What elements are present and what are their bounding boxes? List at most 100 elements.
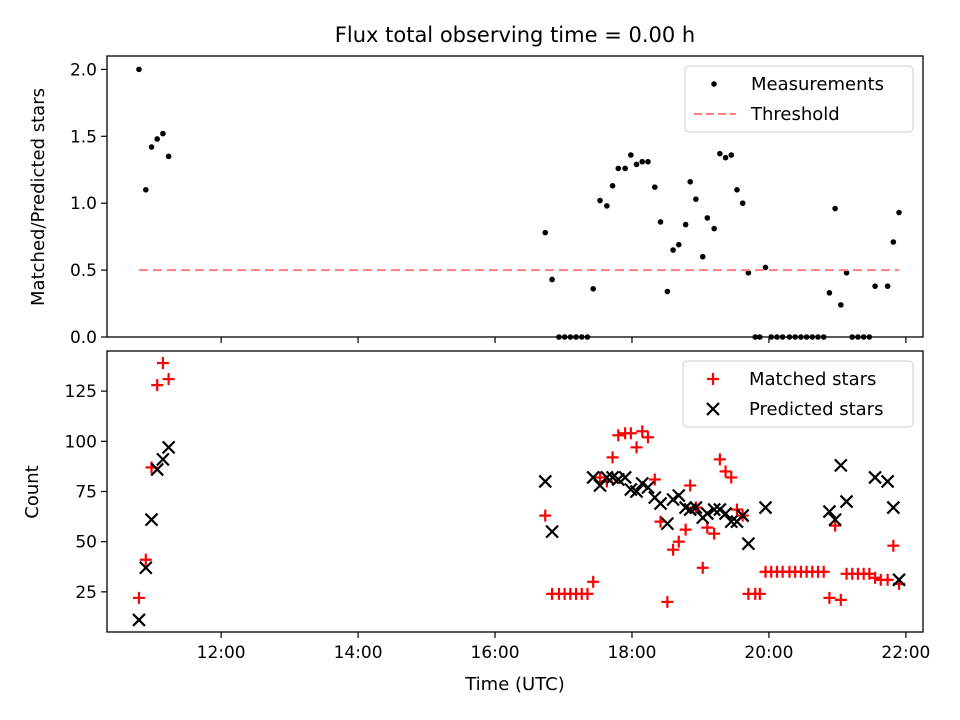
top-chart-title: Flux total observing time = 0.00 h <box>335 23 695 47</box>
matched-star-point <box>887 539 900 552</box>
measurement-point <box>597 197 603 204</box>
measurement-point <box>711 225 717 232</box>
matched-star-point <box>713 453 726 466</box>
measurement-point <box>884 283 891 289</box>
predicted-star-point <box>724 514 739 529</box>
predicted-star-point <box>144 512 159 527</box>
y-tick-label: 0.0 <box>70 328 97 348</box>
legend-threshold-label: Threshold <box>750 104 840 125</box>
x-tick-label: 14:00 <box>334 643 383 663</box>
predicted-star-point <box>689 500 703 515</box>
y-tick-label: 1.5 <box>70 127 97 147</box>
measurement-point <box>728 152 735 158</box>
top-y-ticks: 0.0 0.5 1.0 1.5 2.0 <box>70 60 107 348</box>
measurement-point <box>687 178 693 185</box>
measurement-point <box>890 239 897 245</box>
top-legend: Measurements Threshold <box>684 65 914 133</box>
matched-star-point <box>881 573 894 586</box>
y-tick-label: 100 <box>65 432 97 452</box>
measurement-point <box>645 158 651 165</box>
measurement-point <box>136 66 142 73</box>
measurement-point <box>160 130 166 137</box>
predicted-star-point <box>671 488 686 503</box>
measurement-point <box>652 184 658 190</box>
measurement-point <box>832 205 838 212</box>
matched-star-point <box>823 591 836 604</box>
measurement-point <box>826 290 833 296</box>
x-tick-label: 22:00 <box>881 643 930 663</box>
matched-star-point <box>719 465 732 478</box>
measurement-point <box>682 221 689 228</box>
predicted-star-point <box>600 470 614 485</box>
matched-star-point <box>630 441 643 454</box>
matched-star-point <box>753 587 766 600</box>
matched-star-point <box>636 425 649 438</box>
y-tick-label: 2.0 <box>70 60 97 80</box>
measurement-point <box>615 165 622 172</box>
predicted-star-point <box>880 474 895 489</box>
top-panel: 0.00.51.01.52.0 Matched/Predicted stars … <box>28 55 924 348</box>
bottom-legend: Matched stars Predicted stars <box>682 360 914 428</box>
top-axes-frame <box>106 55 924 338</box>
predicted-star-point <box>618 470 632 485</box>
x-tick-label: 16:00 <box>471 643 520 663</box>
matched-star-point <box>624 427 637 440</box>
legend-matched-marker <box>707 373 719 385</box>
bottom-plot-area <box>132 357 906 627</box>
predicted-star-point <box>629 484 644 499</box>
matched-star-point <box>606 451 619 464</box>
matched-star-point <box>869 571 882 584</box>
matched-star-point <box>156 357 169 370</box>
predicted-star-point <box>718 506 733 521</box>
measurement-point <box>590 286 596 292</box>
predicted-star-point <box>700 506 715 521</box>
predicted-star-point <box>892 573 906 587</box>
matched-star-point <box>648 473 661 486</box>
measurement-point <box>722 154 729 161</box>
measurement-point <box>675 241 682 248</box>
measurement-point <box>165 153 172 160</box>
predicted-star-point <box>545 524 559 539</box>
measurement-point <box>639 158 646 165</box>
measurement-point <box>542 229 549 236</box>
matched-star-point <box>679 523 692 536</box>
measurement-point <box>143 187 149 193</box>
matched-star-point <box>817 565 830 578</box>
predicted-star-point <box>822 504 837 519</box>
measurement-point <box>896 209 902 216</box>
top-legend-box <box>684 65 914 133</box>
measurement-point <box>843 269 850 276</box>
measurement-point <box>699 253 706 260</box>
predicted-star-point <box>828 512 842 527</box>
predicted-star-point <box>132 613 146 627</box>
bottom-legend-box <box>682 360 914 428</box>
bottom-x-ticks: 12:00 14:00 16:00 18:00 20:00 22:00 <box>197 632 930 663</box>
matched-star-point <box>661 595 674 608</box>
predicted-star-point <box>868 470 882 485</box>
predicted-star-point <box>538 474 553 489</box>
bottom-x-axis-label: Time (UTC) <box>464 674 565 695</box>
y-tick-label: 25 <box>75 583 97 603</box>
y-tick-label: 50 <box>75 533 97 553</box>
measurement-point <box>604 203 610 209</box>
predicted-star-point <box>139 560 153 575</box>
matched-star-point <box>132 591 145 604</box>
measurement-point <box>704 215 711 221</box>
measurement-point <box>622 165 628 172</box>
matched-star-point <box>594 471 607 484</box>
x-tick-label: 20:00 <box>744 643 793 663</box>
predicted-star-point <box>886 500 901 515</box>
legend-predicted-marker <box>706 402 720 416</box>
measurement-point <box>693 196 699 202</box>
predicted-star-point <box>713 502 727 517</box>
y-tick-label: 75 <box>75 483 97 503</box>
predicted-star-point <box>660 516 675 531</box>
measurement-point <box>549 276 555 283</box>
x-tick-label: 18:00 <box>607 643 656 663</box>
bottom-y-axis-label: Count <box>22 465 43 518</box>
measurement-point <box>154 136 161 142</box>
predicted-star-point <box>741 536 756 551</box>
predicted-star-point <box>156 452 170 467</box>
matched-star-point <box>581 587 594 600</box>
